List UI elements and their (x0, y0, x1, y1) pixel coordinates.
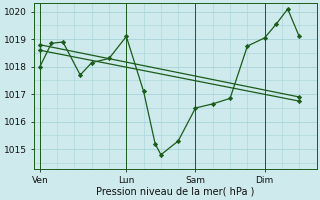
X-axis label: Pression niveau de la mer( hPa ): Pression niveau de la mer( hPa ) (96, 187, 254, 197)
